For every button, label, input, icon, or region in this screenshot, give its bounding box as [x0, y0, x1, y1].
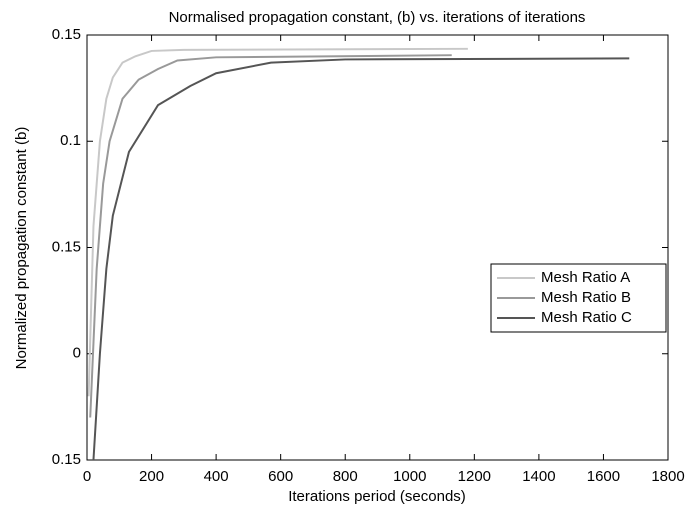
- y-tick-label: 0: [73, 345, 81, 362]
- y-tick-label: 0.1: [60, 132, 81, 149]
- x-tick-label: 1800: [651, 468, 684, 485]
- x-axis-label: Iterations period (seconds): [288, 488, 466, 505]
- x-tick-label: 1000: [393, 468, 426, 485]
- x-tick-label: 400: [204, 468, 229, 485]
- x-tick-label: 1600: [587, 468, 620, 485]
- series-line: [89, 54, 452, 418]
- x-tick-label: 200: [139, 468, 164, 485]
- y-axis-label: Normalized propagation constant (b): [13, 127, 30, 370]
- x-tick-label: 600: [268, 468, 293, 485]
- x-tick-label: 0: [83, 468, 91, 485]
- series-line: [87, 47, 468, 397]
- y-tick-label: 0.15: [52, 26, 81, 43]
- series-line: [92, 57, 630, 461]
- legend-label: Mesh Ratio A: [541, 269, 630, 286]
- x-tick-label: 1400: [522, 468, 555, 485]
- x-tick-label: 1200: [458, 468, 491, 485]
- legend-label: Mesh Ratio C: [541, 309, 632, 326]
- plot-frame: [86, 34, 669, 461]
- chart-title: Normalised propagation constant, (b) vs.…: [169, 9, 586, 26]
- legend-label: Mesh Ratio B: [541, 289, 631, 306]
- x-tick-label: 800: [333, 468, 358, 485]
- y-tick-label: 0.15: [52, 238, 81, 255]
- y-tick-label: 0.15: [52, 451, 81, 468]
